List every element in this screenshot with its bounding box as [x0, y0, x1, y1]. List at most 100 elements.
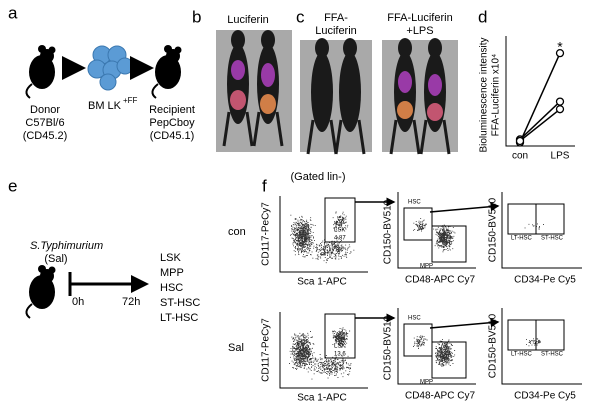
flow-dots	[413, 218, 427, 232]
panel-label: f	[262, 176, 267, 195]
recipient-text: Recipient	[149, 104, 195, 116]
pair-line	[519, 101, 561, 141]
y-axis-label: FFA-Luciferin x10⁴	[491, 54, 502, 137]
cells-text: BM LK	[88, 100, 122, 112]
timeline	[68, 272, 146, 296]
gate-label: MPP	[420, 264, 433, 270]
axis-label: CD150-BV510	[383, 315, 394, 380]
gating-note: (Gated lin-)	[290, 171, 345, 183]
gate	[324, 313, 356, 359]
flow-dots	[332, 211, 349, 232]
panel-label: d	[478, 7, 487, 26]
mouse-icon	[25, 264, 57, 319]
data-point	[555, 105, 565, 114]
donor-text: (CD45.2)	[23, 130, 68, 142]
flow-dots	[526, 338, 541, 347]
population: LT-HSC	[160, 312, 198, 324]
gate	[507, 203, 537, 235]
mouse-icon	[25, 44, 57, 99]
gate-label: ST-HSC	[541, 352, 564, 358]
gate-label: LSK	[334, 228, 345, 234]
x-tick-label: con	[512, 151, 528, 162]
plot-axes	[501, 308, 582, 385]
axis-label: Sca 1-APC	[297, 393, 346, 404]
axis-label: CD34-Pe Cy5	[514, 391, 576, 402]
gate	[535, 203, 565, 235]
gate-label: HSC	[408, 200, 421, 206]
axis-label: CD150-BV510	[488, 313, 499, 378]
row-label: Sal	[228, 342, 244, 354]
flow-dots	[290, 214, 316, 258]
row-label: con	[228, 226, 246, 238]
flow-row: con CD117-PeCy7 Sca 1-APC LSK 4.87 CD150-BV51…	[228, 192, 582, 288]
plot-axes	[501, 192, 582, 269]
time-label: 0h	[72, 296, 84, 308]
arrow	[429, 318, 500, 329]
data-point	[515, 136, 525, 146]
plot-axes	[279, 312, 368, 389]
population: ST-HSC	[160, 297, 200, 309]
gate-value: 4.87	[334, 236, 346, 242]
population: LSK	[160, 252, 181, 264]
plot-axes	[279, 196, 368, 273]
panel-label: b	[192, 7, 201, 26]
gate-label: LT-HSC	[511, 352, 533, 358]
pair-line	[519, 108, 561, 142]
plot-axes	[397, 308, 476, 385]
image-title: +LPS	[406, 25, 433, 37]
flow-dots	[435, 338, 456, 367]
time-label: 72h	[122, 296, 140, 308]
gate-label: LSK	[334, 344, 345, 350]
panel-label: c	[296, 7, 305, 26]
axis-label: CD117-PeCy7	[261, 318, 272, 382]
signal	[230, 60, 276, 114]
flow-dots	[433, 224, 456, 253]
panel-label: a	[8, 3, 18, 22]
y-axis-label: Bioluminescence intensity	[479, 37, 490, 152]
axis-label: CD48-APC Cy7	[405, 391, 475, 402]
flow-dots	[307, 236, 355, 264]
gate	[403, 323, 433, 357]
infection-text: (Sal)	[44, 253, 67, 265]
x-tick-label: LPS	[551, 151, 570, 162]
data-point	[555, 48, 565, 58]
axis-label: CD117-PeCy7	[261, 202, 272, 266]
population: MPP	[160, 267, 184, 279]
flow-dots	[524, 223, 544, 230]
axes	[505, 36, 575, 147]
donor-text: C57Bl/6	[25, 117, 64, 129]
axis-label: CD34-Pe Cy5	[514, 275, 576, 286]
gate	[535, 319, 565, 351]
flow-dots	[332, 327, 351, 348]
panel-label: e	[8, 176, 17, 195]
significance: *	[557, 39, 563, 55]
image-title: Luciferin	[315, 25, 357, 37]
axis-label: CD150-BV510	[383, 199, 394, 264]
gate	[403, 207, 433, 241]
plot-axes	[397, 192, 476, 269]
image-title: FFA-Luciferin	[387, 12, 452, 24]
gate	[431, 225, 467, 263]
pair-line	[519, 52, 561, 143]
cell-cluster	[87, 45, 134, 91]
gate-value: 13.6	[334, 352, 346, 358]
gate	[324, 197, 356, 243]
image-title: Luciferin	[227, 14, 269, 26]
arrow	[429, 202, 500, 213]
population: HSC	[160, 282, 183, 294]
flow-dots	[289, 331, 315, 373]
axis-label: CD48-APC Cy7	[405, 275, 475, 286]
data-point	[555, 97, 565, 106]
mouse-icon	[151, 44, 183, 99]
gate-label: HSC	[408, 316, 421, 322]
gate	[431, 341, 467, 379]
gate-label: ST-HSC	[541, 236, 564, 242]
flow-dots	[309, 354, 352, 380]
gate-label: LT-HSC	[511, 236, 533, 242]
flow-dots	[413, 335, 428, 349]
cells-sup: +FF	[123, 96, 138, 105]
recipient-text: (CD45.1)	[150, 130, 195, 142]
infection-text: S.Typhimurium	[30, 240, 103, 252]
gate-label: MPP	[420, 380, 433, 386]
